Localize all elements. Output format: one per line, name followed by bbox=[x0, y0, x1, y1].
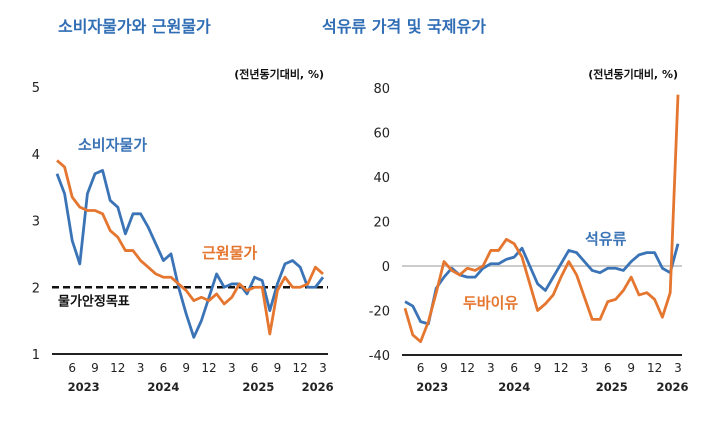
x-tick-label: 6 bbox=[417, 361, 425, 375]
x-tick-label: 3 bbox=[137, 361, 145, 375]
series-label: 석유류 bbox=[585, 230, 627, 248]
y-tick-label: 80 bbox=[373, 82, 390, 97]
x-tick-label: 9 bbox=[182, 361, 190, 375]
series-line-orange bbox=[403, 94, 680, 344]
x-tick-label: 9 bbox=[534, 361, 542, 375]
y-tick-label: 60 bbox=[373, 127, 390, 142]
y-tick-label: 1 bbox=[32, 348, 40, 363]
x-tick-label: 12 bbox=[460, 361, 475, 375]
year-label: 2025 bbox=[242, 380, 274, 394]
y-tick-label: 2 bbox=[32, 281, 40, 296]
x-tick-label: 6 bbox=[510, 361, 518, 375]
x-tick-label: 3 bbox=[487, 361, 495, 375]
right-chart-title: 석유류 가격 및 국제유가 bbox=[322, 17, 486, 36]
x-tick-label: 9 bbox=[274, 361, 282, 375]
x-tick-label: 9 bbox=[91, 361, 99, 375]
left-chart-title: 소비자물가와 근원물가 bbox=[58, 17, 211, 36]
y-tick-label: 3 bbox=[32, 215, 40, 230]
y-tick-label: 5 bbox=[32, 81, 40, 96]
x-tick-label: 6 bbox=[604, 361, 612, 375]
x-tick-label: 12 bbox=[553, 361, 568, 375]
year-label: 2023 bbox=[68, 380, 100, 394]
x-tick-label: 3 bbox=[319, 361, 327, 375]
y-tick-label: 0 bbox=[382, 260, 390, 275]
y-tick-label: -20 bbox=[369, 305, 390, 320]
series-line-orange bbox=[56, 159, 324, 336]
unit-label: (전년동기대비, %) bbox=[234, 67, 324, 81]
x-tick-label: 3 bbox=[228, 361, 236, 375]
series-label: 소비자물가 bbox=[78, 136, 147, 154]
x-tick-label: 12 bbox=[201, 361, 216, 375]
series-label: 근원물가 bbox=[202, 244, 257, 262]
year-label: 2023 bbox=[416, 380, 448, 394]
x-tick-label: 9 bbox=[627, 361, 635, 375]
series-label: 두바이유 bbox=[463, 294, 518, 312]
x-tick-label: 6 bbox=[251, 361, 259, 375]
year-label: 2024 bbox=[147, 380, 179, 394]
x-tick-label: 9 bbox=[440, 361, 448, 375]
year-label: 2024 bbox=[498, 380, 530, 394]
x-tick-label: 12 bbox=[293, 361, 308, 375]
series-line-blue bbox=[404, 243, 680, 326]
unit-label: (전년동기대비, %) bbox=[588, 67, 678, 81]
x-tick-label: 3 bbox=[581, 361, 589, 375]
y-tick-label: -40 bbox=[369, 349, 390, 364]
x-tick-label: 12 bbox=[647, 361, 662, 375]
y-tick-label: 20 bbox=[373, 216, 390, 231]
series-line-blue bbox=[55, 169, 325, 339]
x-tick-label: 12 bbox=[110, 361, 125, 375]
x-tick-label: 6 bbox=[160, 361, 168, 375]
y-tick-label: 4 bbox=[32, 148, 40, 163]
year-label: 2026 bbox=[302, 380, 334, 394]
x-tick-label: 6 bbox=[68, 361, 76, 375]
x-tick-label: 3 bbox=[674, 361, 682, 375]
target-label: 물가안정목표 bbox=[58, 293, 130, 309]
year-label: 2026 bbox=[657, 380, 689, 394]
year-label: 2025 bbox=[596, 380, 628, 394]
y-tick-label: 40 bbox=[373, 171, 390, 186]
